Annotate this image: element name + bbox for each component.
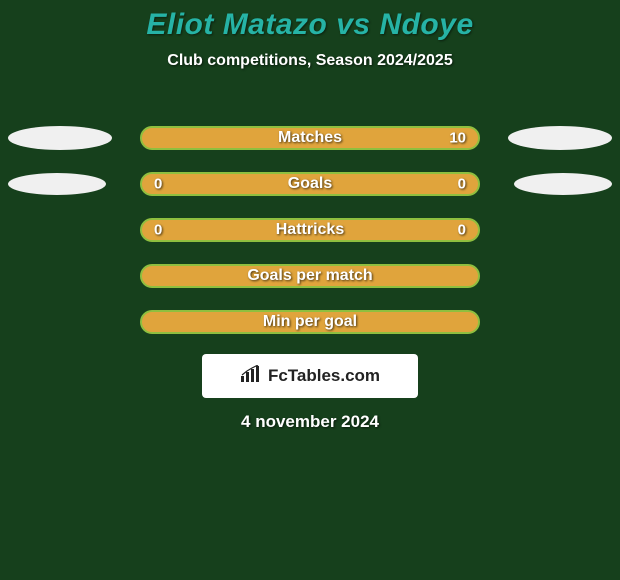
stat-value-right: 0 xyxy=(458,222,466,239)
stat-value-right: 0 xyxy=(458,176,466,193)
player2-name: Ndoye xyxy=(379,8,473,41)
stat-pill: 0 Goals 0 xyxy=(140,172,480,196)
stat-pill: Matches 10 xyxy=(140,126,480,150)
page-title: Eliot Matazo vs Ndoye xyxy=(0,0,620,42)
comparison-infographic: Eliot Matazo vs Ndoye Club competitions,… xyxy=(0,0,620,580)
date-text: 4 november 2024 xyxy=(0,412,620,432)
stat-row: Matches 10 xyxy=(0,126,620,150)
stat-pill: 0 Hattricks 0 xyxy=(140,218,480,242)
stat-row: 0 Goals 0 xyxy=(0,172,620,196)
right-ellipse xyxy=(508,126,612,150)
stat-rows: Matches 10 0 Goals 0 0 Hattricks 0 Goals per mat… xyxy=(0,126,620,334)
stat-value-left: 0 xyxy=(154,176,162,193)
vs-text: vs xyxy=(336,8,370,41)
brand-box: FcTables.com xyxy=(202,354,418,398)
stat-label: Goals xyxy=(288,175,332,193)
stat-label: Matches xyxy=(278,129,342,147)
stat-row: Min per goal xyxy=(0,310,620,334)
stat-label: Hattricks xyxy=(276,221,344,239)
stat-label: Min per goal xyxy=(263,313,357,331)
stat-row: Goals per match xyxy=(0,264,620,288)
stat-value-right: 10 xyxy=(449,130,466,147)
stat-pill: Min per goal xyxy=(140,310,480,334)
player1-name: Eliot Matazo xyxy=(146,8,327,41)
brand-text: FcTables.com xyxy=(268,366,380,386)
left-ellipse xyxy=(8,173,106,195)
stat-value-left: 0 xyxy=(154,222,162,239)
bar-chart-icon xyxy=(240,365,262,388)
right-ellipse xyxy=(514,173,612,195)
subtitle: Club competitions, Season 2024/2025 xyxy=(0,52,620,70)
stat-pill: Goals per match xyxy=(140,264,480,288)
stat-row: 0 Hattricks 0 xyxy=(0,218,620,242)
stat-label: Goals per match xyxy=(247,267,372,285)
left-ellipse xyxy=(8,126,112,150)
